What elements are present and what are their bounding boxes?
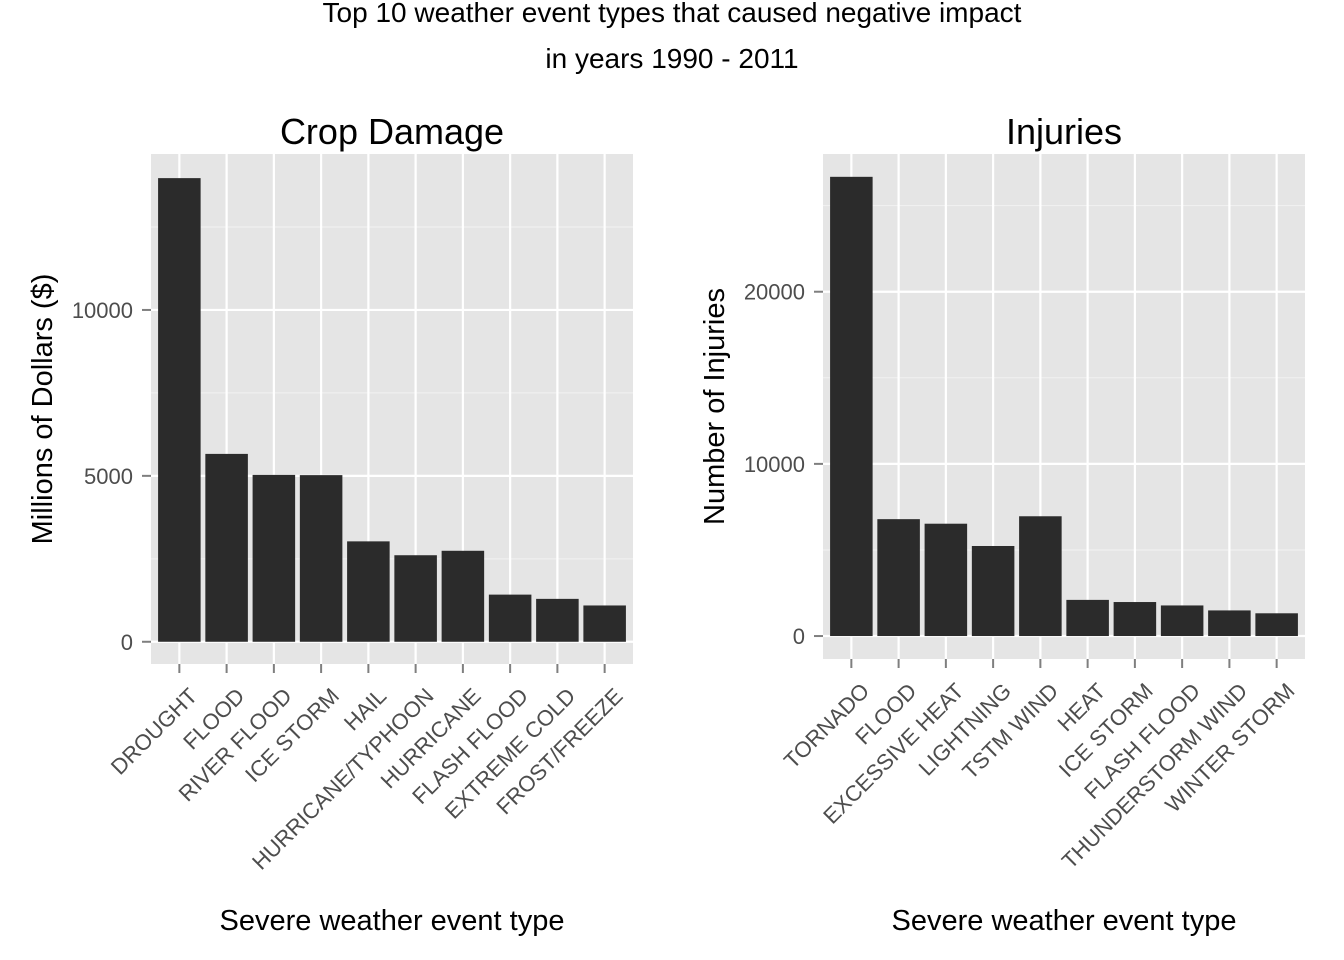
injuries-bar-winter-storm: [1255, 613, 1298, 637]
injuries-bar-tstm-wind: [1019, 516, 1062, 637]
crop-bar-flood: [205, 453, 248, 642]
crop-x-axis-title: Severe weather event type: [220, 905, 565, 937]
crop-bar-flash-flood: [488, 594, 532, 642]
crop-bar-river-flood: [252, 474, 296, 642]
crop-y-axis-title: Millions of Dollars ($): [27, 274, 59, 545]
crop-y-tick-label: 5000: [84, 464, 133, 489]
injuries-bar-thunderstorm-wind: [1208, 610, 1251, 637]
injuries-y-tick-label: 10000: [744, 452, 805, 477]
crop-bar-drought: [158, 178, 201, 642]
crop-bar-hurricane: [441, 550, 485, 642]
crop-bar-ice-storm: [299, 475, 343, 642]
injuries-bar-heat: [1066, 599, 1109, 637]
injuries-x-axis-title: Severe weather event type: [892, 905, 1237, 937]
injuries-y-tick-label: 0: [793, 624, 805, 649]
crop-y-tick-label: 10000: [72, 298, 133, 323]
figure-title-line-2: in years 1990 - 2011: [545, 43, 798, 74]
crop-panel-title: Crop Damage: [280, 111, 504, 152]
injuries-y-axis-title: Number of Injuries: [699, 288, 731, 525]
crop-bar-extreme-cold: [536, 598, 579, 642]
crop-bar-frost-freeze: [583, 605, 626, 642]
crop-bar-hurricane-typhoon: [394, 555, 437, 642]
injuries-bar-flood: [877, 519, 920, 637]
crop-y-tick-label: 0: [121, 630, 133, 655]
injuries-bar-ice-storm: [1113, 602, 1157, 637]
injuries-panel-title: Injuries: [1006, 111, 1122, 152]
crop-bar-hail: [347, 541, 390, 642]
injuries-bar-tornado: [830, 176, 873, 637]
injuries-bar-excessive-heat: [924, 523, 968, 637]
injuries-bar-lightning: [971, 545, 1015, 637]
injuries-bar-flash-flood: [1160, 605, 1204, 637]
injuries-y-tick-label: 20000: [744, 280, 805, 305]
figure-title-line-1: Top 10 weather event types that caused n…: [323, 0, 1022, 28]
